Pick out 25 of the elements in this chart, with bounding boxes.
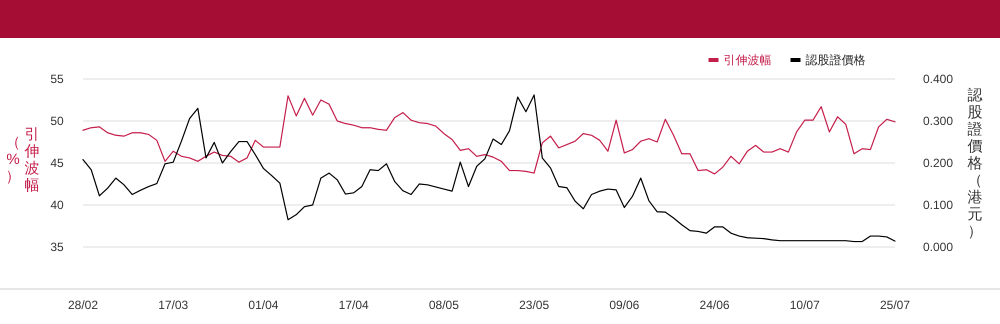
y-tick-label: 55	[50, 72, 64, 86]
legend-label: 認股證價格	[806, 53, 866, 67]
y2-tick-label: 0.400	[922, 72, 954, 86]
legend-label: 引伸波幅	[724, 53, 772, 67]
y2-tick-label: 0.000	[922, 240, 954, 254]
y-tick-label: 40	[50, 198, 64, 212]
y-tick-label: 50	[50, 114, 64, 128]
line-series	[82, 94, 896, 242]
y-tick-label: 45	[50, 156, 64, 170]
y2-axis-title: 認股證價格（港元）	[968, 87, 982, 240]
line-series	[82, 95, 896, 175]
y2-tick-label: 0.200	[922, 156, 954, 170]
y2-tick-label: 0.100	[922, 198, 954, 212]
x-tick-label: 28/02	[68, 298, 98, 312]
x-tick-label: 09/06	[609, 298, 640, 312]
x-tick-label: 17/03	[158, 298, 189, 312]
x-tick-label: 08/05	[428, 298, 460, 312]
x-tick-label: 23/05	[519, 298, 550, 312]
y-tick-label: 35	[50, 240, 64, 254]
x-tick-label: 24/06	[700, 298, 730, 312]
x-tick-label: 17/04	[338, 298, 370, 312]
x-tick-label: 25/07	[880, 298, 910, 312]
y2-tick-label: 0.300	[922, 114, 954, 128]
x-tick-label: 10/07	[790, 298, 820, 312]
x-tick-label: 01/04	[248, 298, 279, 312]
